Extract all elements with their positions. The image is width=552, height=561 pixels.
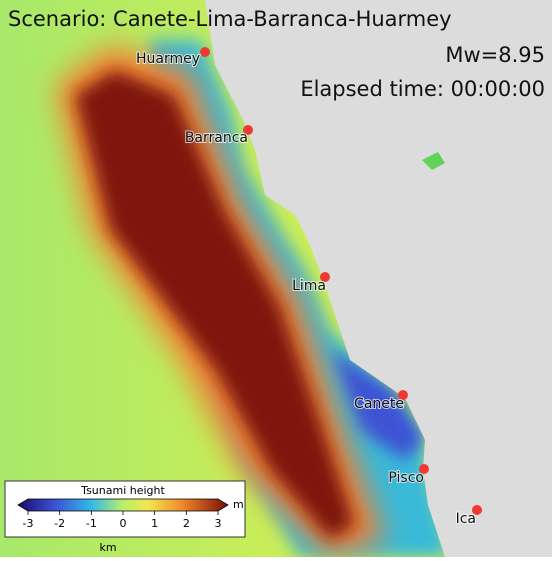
colorbar-tick-label: 0 <box>120 517 127 530</box>
city-marker <box>320 272 330 282</box>
city-label: Ica <box>456 511 476 527</box>
wave-crest <box>75 70 355 540</box>
cities: Huarmey Barranca Lima Canete Pisco Ica <box>135 47 482 528</box>
colorbar-tick-label: -1 <box>86 517 97 530</box>
city-marker <box>200 47 210 57</box>
colorbar <box>17 498 229 512</box>
colorbar-tick-label: -2 <box>54 517 65 530</box>
elapsed-time: Elapsed time: 00:00:00 <box>300 77 545 101</box>
colorbar-tick-label: 1 <box>151 517 158 530</box>
city-label: Canete <box>354 396 404 412</box>
city-marker <box>419 464 429 474</box>
scale-unit: km <box>99 541 116 554</box>
colorbar-tick-label: -3 <box>23 517 34 530</box>
city-marker <box>243 125 253 135</box>
colorbar-unit: m <box>233 498 244 511</box>
scenario-title: Scenario: Canete-Lima-Barranca-Huarmey <box>8 7 452 31</box>
magnitude: Mw=8.95 <box>445 43 545 67</box>
city-marker <box>398 390 408 400</box>
land <box>205 0 552 557</box>
legend-title: Tsunami height <box>80 484 165 497</box>
inland-patch <box>422 152 445 170</box>
city-label: Barranca <box>185 130 248 146</box>
city-marker <box>472 505 482 515</box>
colorbar-tick-label: 2 <box>183 517 190 530</box>
legend: Tsunami height m -3 -2 -1 0 1 2 3 <box>4 480 246 538</box>
city-label: Pisco <box>388 470 424 486</box>
wave-trough <box>330 350 425 460</box>
city-label: Lima <box>292 278 326 294</box>
city-label: Huarmey <box>136 51 200 67</box>
colorbar-tick-label: 3 <box>215 517 222 530</box>
